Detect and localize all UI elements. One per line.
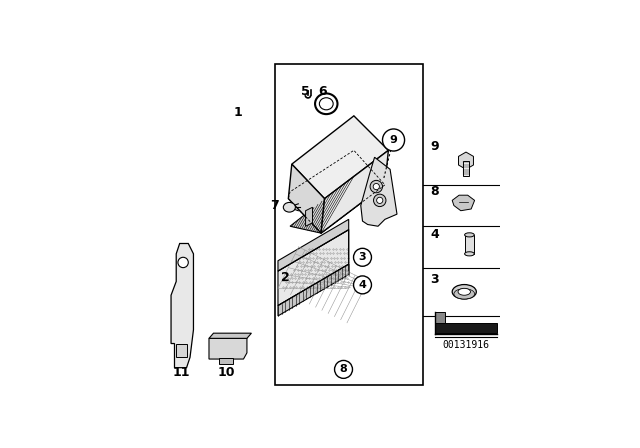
Ellipse shape [315, 94, 337, 114]
Bar [275, 64, 423, 385]
Ellipse shape [465, 252, 474, 256]
Polygon shape [209, 333, 252, 338]
Ellipse shape [319, 98, 333, 110]
Polygon shape [278, 264, 349, 316]
Text: 3: 3 [358, 252, 366, 262]
Circle shape [374, 194, 386, 207]
Circle shape [376, 197, 383, 203]
Text: 3: 3 [431, 273, 439, 286]
Polygon shape [321, 151, 388, 233]
Polygon shape [452, 195, 475, 211]
Text: 5: 5 [301, 85, 310, 98]
Circle shape [177, 348, 186, 356]
Polygon shape [435, 313, 445, 323]
Polygon shape [176, 344, 187, 358]
Polygon shape [458, 152, 474, 169]
Circle shape [178, 257, 188, 267]
Text: 7: 7 [270, 199, 279, 212]
Polygon shape [209, 338, 247, 359]
Ellipse shape [454, 289, 475, 299]
Circle shape [373, 184, 380, 190]
Polygon shape [290, 176, 385, 233]
Text: 00131916: 00131916 [442, 340, 490, 350]
Text: 4: 4 [358, 280, 367, 290]
Ellipse shape [452, 284, 476, 299]
Polygon shape [435, 323, 497, 333]
Ellipse shape [284, 202, 296, 212]
Polygon shape [289, 164, 324, 233]
Polygon shape [278, 230, 349, 306]
Circle shape [383, 129, 404, 151]
Text: 4: 4 [431, 228, 439, 241]
Bar [463, 161, 469, 176]
Ellipse shape [458, 289, 470, 295]
Polygon shape [278, 220, 349, 271]
Ellipse shape [465, 233, 474, 237]
Text: 9: 9 [431, 140, 439, 153]
Polygon shape [361, 157, 397, 226]
Circle shape [335, 361, 353, 379]
Circle shape [370, 181, 383, 193]
Text: 8: 8 [431, 185, 439, 198]
Text: 11: 11 [173, 366, 190, 379]
Bar [220, 358, 233, 364]
Text: 10: 10 [218, 366, 235, 379]
Text: 8: 8 [340, 364, 348, 375]
Text: 6: 6 [319, 85, 327, 98]
Polygon shape [292, 116, 388, 198]
Text: 2: 2 [280, 271, 289, 284]
Circle shape [353, 276, 371, 294]
Bar [465, 235, 474, 254]
Text: 1: 1 [234, 106, 243, 119]
Circle shape [353, 248, 371, 266]
Polygon shape [171, 244, 193, 368]
Text: 9: 9 [390, 135, 397, 145]
Polygon shape [305, 207, 312, 226]
